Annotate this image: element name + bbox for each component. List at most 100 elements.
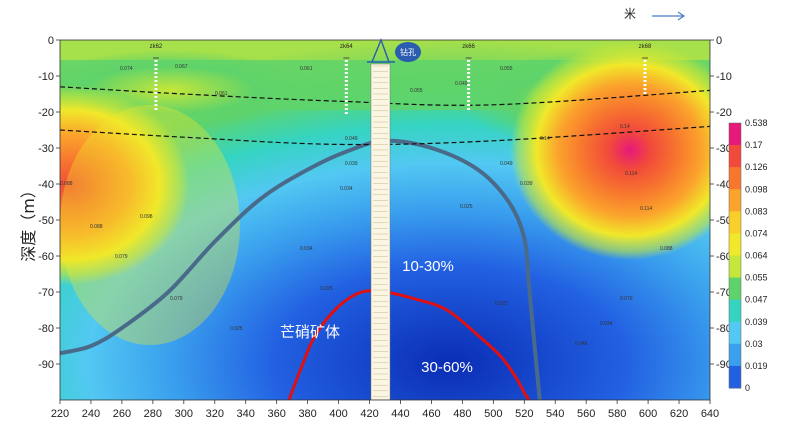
ore-body-label: 芒硝矿体: [280, 324, 340, 341]
anomaly-high-left: [60, 85, 190, 285]
contour-label: 0.046: [575, 341, 588, 347]
contour-label: 0.034: [300, 246, 313, 252]
y-axis-left: 0 -10 -20 -30 -40 -50 -60 -70 -80 -90: [38, 35, 60, 371]
x-tick-label: 620: [670, 408, 688, 420]
contour-label: 0.061: [215, 91, 228, 97]
contour-label: 0.088: [90, 224, 103, 230]
x-tick-label: 600: [639, 408, 657, 420]
color-bar-label: 0.17: [745, 140, 763, 150]
y-tick-label-right: -40: [716, 179, 732, 191]
borehole-column: [370, 63, 391, 400]
contour-label: 0.049: [500, 161, 513, 167]
contour-label: 0.067: [175, 64, 188, 70]
x-tick-label: 480: [453, 408, 471, 420]
color-bar-swatch: [729, 167, 741, 190]
contour-label: 0.034: [600, 321, 613, 327]
contour-label: 0.079: [170, 296, 183, 302]
contour-label: 0.025: [460, 204, 473, 210]
color-bar-swatch: [729, 321, 741, 345]
contour-label: 0.088: [60, 181, 73, 187]
y-axis-label: 深度（m）: [19, 182, 38, 262]
x-tick-label: 500: [484, 408, 502, 420]
zone-label-10-30: 10-30%: [402, 258, 454, 275]
borehole-marker: 钻孔: [367, 38, 421, 63]
color-bar-label: 0.126: [745, 162, 768, 172]
x-tick-label: 280: [144, 408, 162, 420]
y-tick-label: -60: [38, 251, 54, 263]
x-tick-label: 320: [206, 408, 224, 420]
x-tick-label: 240: [82, 408, 100, 420]
color-bar-label: 0.083: [745, 206, 768, 216]
anomaly-high-right: [510, 40, 710, 260]
color-bar-label: 0.03: [745, 339, 763, 349]
color-bar-swatch: [729, 123, 741, 146]
contour-label: 0.114: [625, 171, 637, 177]
y-tick-label: -50: [38, 215, 54, 227]
y-tick-label: -20: [38, 107, 54, 119]
y-tick-label-right: -10: [716, 71, 732, 83]
y-tick-label-right: -90: [716, 359, 732, 371]
contour-label: 0.039: [345, 161, 358, 167]
contour-label: 0.079: [115, 254, 128, 260]
contour-label: 0.039: [520, 181, 533, 187]
color-bar-swatch: [729, 211, 741, 234]
contour-label: 0.098: [140, 214, 153, 220]
color-bar-label: 0.538: [745, 118, 768, 128]
y-tick-label-right: -30: [716, 143, 732, 155]
y-tick-label-right: -50: [716, 215, 732, 227]
contour-label: 0.055: [500, 66, 513, 72]
y-tick-label-right: -60: [716, 251, 732, 263]
color-bar-swatch: [729, 233, 741, 256]
y-axis-right: 0 -10 -20 -30 -40 -50 -60 -70 -80 -90: [710, 35, 732, 371]
ore-body-inner-boundary: [287, 289, 531, 400]
y-tick-label-right: 0: [716, 35, 722, 47]
x-tick-label: 260: [113, 408, 131, 420]
well-zk68-label: zk68: [639, 44, 652, 50]
well-zk62-label: zk62: [150, 44, 163, 50]
color-bar-frame: [728, 122, 742, 389]
contour-label: 0.14: [620, 124, 630, 130]
x-tick-label: 440: [391, 408, 409, 420]
x-tick-label: 400: [329, 408, 347, 420]
contour-label: 0.14: [540, 136, 550, 142]
y-tick-label: -80: [38, 323, 54, 335]
x-tick-label: 640: [701, 408, 719, 420]
color-bar-swatch: [729, 189, 741, 212]
contour-label: 0.061: [300, 66, 313, 72]
color-bar-swatch: [729, 277, 741, 301]
contour-label: 0.025: [230, 326, 243, 332]
borehole-badge: [395, 42, 421, 62]
contour-label: 0.025: [320, 286, 333, 292]
color-bar-swatch: [729, 343, 741, 367]
x-tick-label: 360: [267, 408, 285, 420]
y-tick-label: -40: [38, 179, 54, 191]
contour-label: 0.049: [345, 136, 358, 142]
x-axis: 220 240 260 280 300 320 340 360 380 400 420 440 460 4…: [51, 400, 719, 420]
plot-area: zk62 zk64 zk66 zk68 0.074 0.067 0.061 0.061 0.0…: [60, 40, 710, 400]
contour-label: 0.055: [410, 88, 423, 94]
x-tick-label: 580: [608, 408, 626, 420]
color-bar-label: 0.047: [745, 295, 768, 305]
dashed-boundary-upper: [60, 86, 710, 106]
y-tick-label-right: -70: [716, 287, 732, 299]
well-zk64-label: zk64: [340, 44, 353, 50]
zone-label-30-60: 30-60%: [421, 359, 473, 376]
x-tick-label: 460: [422, 408, 440, 420]
color-bar-label: 0.074: [745, 228, 768, 238]
color-bar-label: 0.039: [745, 317, 768, 327]
y-tick-label-right: -20: [716, 107, 732, 119]
color-bar-label: 0: [745, 383, 750, 393]
contour-label: 0.074: [120, 66, 133, 72]
y-tick-label: -70: [38, 287, 54, 299]
contour-label: 0.079: [620, 296, 633, 302]
contour-label: 0.049: [455, 81, 468, 87]
borehole-label: 钻孔: [400, 47, 416, 57]
contour-label: 0.114: [640, 206, 652, 212]
contour-label: 0.025: [495, 301, 508, 307]
x-unit-label: 米: [624, 7, 636, 21]
x-tick-label: 520: [515, 408, 533, 420]
x-tick-label: 380: [298, 408, 316, 420]
y-tick-label: -90: [38, 359, 54, 371]
y-tick-label: -30: [38, 143, 54, 155]
